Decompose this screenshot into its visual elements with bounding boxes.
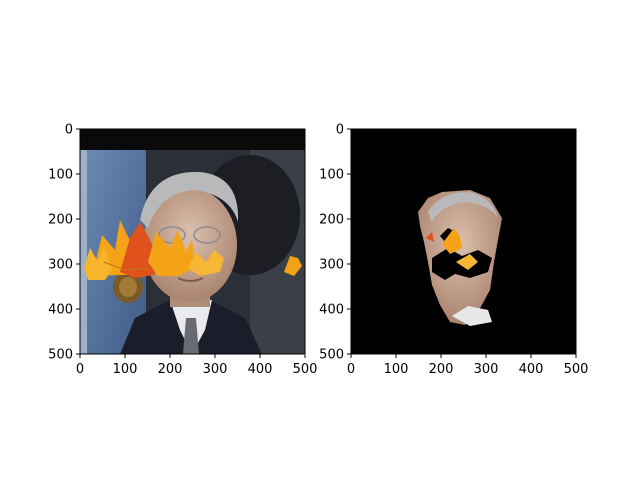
right-xtick-label: 100 — [384, 362, 409, 377]
left-xtick-label: 500 — [293, 362, 318, 377]
right-xtick-label: 200 — [429, 362, 454, 377]
left-xtick-label: 200 — [158, 362, 183, 377]
left-ytick-label: 100 — [48, 168, 73, 183]
left-ytick-label: 300 — [48, 258, 73, 273]
right-ytick-label: 100 — [319, 168, 344, 183]
right-ytick-label: 200 — [319, 213, 344, 228]
right-ytick-label: 0 — [336, 123, 344, 138]
right-ytick-label: 500 — [319, 348, 344, 363]
photo-image — [80, 129, 305, 354]
left-xtick-label: 100 — [113, 362, 138, 377]
left-ytick-label: 0 — [65, 123, 73, 138]
right-xtick-label: 0 — [347, 362, 355, 377]
right-ytick-label: 300 — [319, 258, 344, 273]
left-ytick-label: 400 — [48, 303, 73, 318]
left-xtick-label: 400 — [248, 362, 273, 377]
right-xtick-label: 500 — [564, 362, 589, 377]
left-xtick-label: 300 — [203, 362, 228, 377]
left-ytick-label: 200 — [48, 213, 73, 228]
right-xtick-label: 300 — [474, 362, 499, 377]
left-ytick-label: 500 — [48, 348, 73, 363]
right-xtick-label: 400 — [519, 362, 544, 377]
mask-image — [351, 129, 576, 354]
right-ytick-label: 400 — [319, 303, 344, 318]
left-xtick-label: 0 — [76, 362, 84, 377]
